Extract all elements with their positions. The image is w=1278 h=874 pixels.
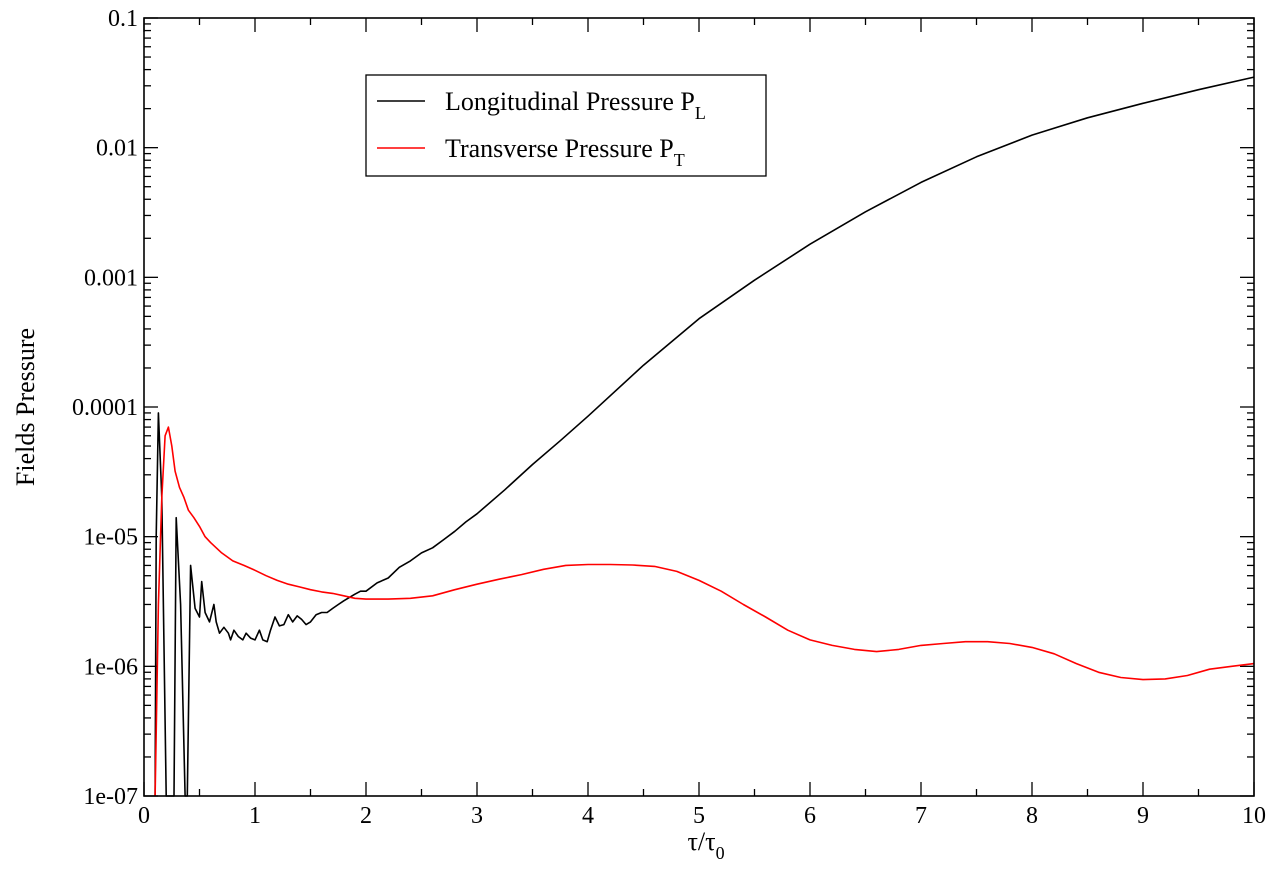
series-line-transverse xyxy=(154,426,1255,797)
axis-ticks xyxy=(143,17,1255,797)
y-axis-title: Fields Pressure xyxy=(11,328,40,486)
legend: Longitudinal Pressure PL Transverse Pres… xyxy=(365,74,767,177)
legend-label-longitudinal: Longitudinal Pressure PL xyxy=(445,87,706,123)
x-axis-title: τ/τ0 xyxy=(687,827,724,863)
x-tick-label: 5 xyxy=(693,803,705,829)
y-tick-label: 1e-06 xyxy=(83,654,138,680)
x-tick-label: 0 xyxy=(138,803,150,829)
tick-labels: 0 1 2 3 4 5 6 7 8 9 10 1e-07 1e-06 1e-05 0.0001 0.001 0.… xyxy=(72,6,1266,829)
legend-box xyxy=(365,74,767,177)
plot-frame xyxy=(143,17,1255,797)
y-tick-label: 1e-07 xyxy=(83,784,138,810)
legend-label-longitudinal-sub: L xyxy=(695,103,706,123)
x-tick-label: 8 xyxy=(1026,803,1038,829)
x-tick-label: 9 xyxy=(1137,803,1149,829)
legend-label-transverse-main: Transverse Pressure P xyxy=(445,134,674,163)
y-tick-label: 0.01 xyxy=(96,136,138,162)
x-axis-title-sub: 0 xyxy=(716,843,725,863)
x-tick-label: 6 xyxy=(804,803,816,829)
x-tick-label: 2 xyxy=(360,803,372,829)
x-tick-label: 7 xyxy=(915,803,927,829)
x-tick-label: 10 xyxy=(1242,803,1266,829)
legend-label-longitudinal-main: Longitudinal Pressure P xyxy=(445,87,695,116)
series-lines xyxy=(154,76,1255,797)
y-tick-label: 0.001 xyxy=(84,265,138,291)
x-axis-title-main: τ/τ xyxy=(687,827,715,856)
legend-label-transverse-sub: T xyxy=(674,150,685,170)
y-tick-label: 0.0001 xyxy=(72,395,138,421)
y-tick-label: 1e-05 xyxy=(83,525,138,551)
x-tick-label: 1 xyxy=(249,803,261,829)
y-tick-label: 0.1 xyxy=(108,6,138,32)
x-tick-label: 3 xyxy=(471,803,483,829)
x-tick-label: 4 xyxy=(582,803,594,829)
series-line-longitudinal xyxy=(154,76,1255,797)
legend-label-transverse: Transverse Pressure PT xyxy=(445,134,685,170)
